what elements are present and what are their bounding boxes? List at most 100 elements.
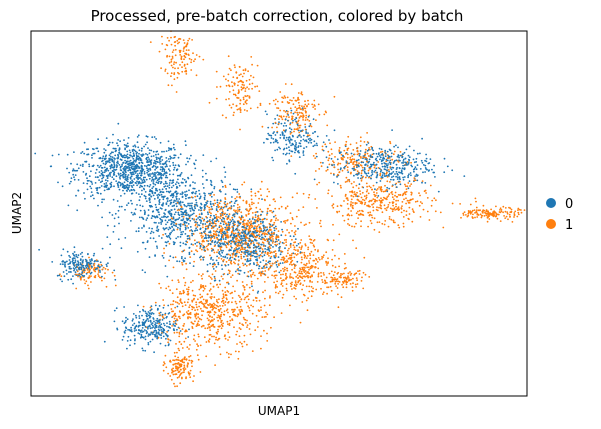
scatter-point-batch-0 xyxy=(147,156,150,159)
scatter-point-batch-0 xyxy=(180,231,183,234)
scatter-point-batch-1 xyxy=(375,189,378,192)
scatter-point-batch-0 xyxy=(157,211,160,214)
scatter-point-batch-0 xyxy=(174,211,177,214)
scatter-point-batch-1 xyxy=(347,218,350,221)
scatter-point-batch-1 xyxy=(421,202,423,205)
scatter-point-batch-1 xyxy=(178,341,181,343)
scatter-point-batch-0 xyxy=(138,216,141,219)
scatter-point-batch-1 xyxy=(205,239,208,242)
scatter-point-batch-1 xyxy=(263,316,266,318)
scatter-point-batch-1 xyxy=(386,157,389,160)
scatter-point-batch-1 xyxy=(210,222,213,225)
scatter-point-batch-1 xyxy=(411,208,414,211)
scatter-point-batch-1 xyxy=(195,223,197,226)
scatter-point-batch-0 xyxy=(191,234,194,237)
scatter-point-batch-1 xyxy=(350,161,352,164)
scatter-point-batch-0 xyxy=(305,146,308,148)
scatter-point-batch-1 xyxy=(161,315,164,318)
scatter-point-batch-1 xyxy=(195,312,198,315)
scatter-point-batch-1 xyxy=(88,264,91,267)
scatter-point-batch-1 xyxy=(247,271,250,273)
scatter-point-batch-1 xyxy=(287,110,289,113)
scatter-point-batch-0 xyxy=(259,261,262,263)
scatter-point-batch-1 xyxy=(312,155,315,157)
scatter-point-batch-1 xyxy=(199,307,202,310)
scatter-point-batch-0 xyxy=(262,265,265,268)
scatter-point-batch-0 xyxy=(195,199,197,202)
scatter-point-batch-0 xyxy=(164,165,167,168)
scatter-point-batch-0 xyxy=(157,326,160,328)
scatter-point-batch-1 xyxy=(233,248,236,250)
scatter-point-batch-1 xyxy=(252,202,255,205)
scatter-point-batch-1 xyxy=(250,226,253,229)
scatter-point-batch-0 xyxy=(207,213,210,216)
scatter-point-batch-0 xyxy=(102,162,105,165)
scatter-point-batch-1 xyxy=(197,333,200,336)
scatter-point-batch-1 xyxy=(204,302,207,305)
scatter-point-batch-0 xyxy=(120,247,123,250)
scatter-point-batch-0 xyxy=(401,155,404,158)
scatter-point-batch-1 xyxy=(345,283,348,286)
scatter-point-batch-0 xyxy=(124,176,126,179)
scatter-point-batch-0 xyxy=(223,230,226,233)
scatter-point-batch-1 xyxy=(292,244,295,247)
scatter-point-batch-0 xyxy=(178,165,181,168)
scatter-point-batch-1 xyxy=(173,78,176,81)
scatter-point-batch-1 xyxy=(185,358,188,361)
scatter-point-batch-1 xyxy=(183,313,186,316)
scatter-point-batch-0 xyxy=(112,178,115,181)
scatter-point-batch-1 xyxy=(289,107,292,110)
scatter-point-batch-0 xyxy=(357,159,360,161)
scatter-point-batch-1 xyxy=(279,290,281,293)
scatter-point-batch-0 xyxy=(366,149,369,152)
scatter-point-batch-0 xyxy=(399,159,401,162)
scatter-point-batch-0 xyxy=(244,253,247,256)
scatter-point-batch-0 xyxy=(378,147,381,150)
scatter-point-batch-0 xyxy=(343,166,345,169)
scatter-point-batch-1 xyxy=(307,103,310,105)
scatter-point-batch-0 xyxy=(171,226,174,228)
scatter-point-batch-1 xyxy=(177,359,179,361)
scatter-point-batch-0 xyxy=(131,186,134,189)
scatter-point-batch-0 xyxy=(125,144,128,147)
scatter-point-batch-0 xyxy=(145,178,148,181)
scatter-point-batch-0 xyxy=(156,320,159,323)
scatter-point-batch-0 xyxy=(300,136,302,138)
scatter-point-batch-1 xyxy=(314,266,316,268)
scatter-point-batch-1 xyxy=(248,205,251,208)
scatter-point-batch-0 xyxy=(193,253,196,256)
scatter-point-batch-0 xyxy=(305,140,308,143)
scatter-point-batch-1 xyxy=(179,51,182,53)
scatter-point-batch-0 xyxy=(212,259,214,261)
scatter-point-batch-0 xyxy=(171,205,174,208)
scatter-point-batch-1 xyxy=(213,199,216,202)
scatter-point-batch-1 xyxy=(227,207,230,210)
scatter-point-batch-0 xyxy=(216,201,219,204)
chart-title: Processed, pre-batch correction, colored… xyxy=(91,7,464,25)
scatter-point-batch-1 xyxy=(241,228,244,231)
scatter-point-batch-1 xyxy=(217,206,220,209)
scatter-point-batch-0 xyxy=(141,189,143,192)
scatter-point-batch-0 xyxy=(99,265,101,268)
scatter-point-batch-0 xyxy=(83,267,86,270)
scatter-point-batch-0 xyxy=(192,181,194,184)
scatter-point-batch-1 xyxy=(236,76,239,79)
scatter-point-batch-1 xyxy=(292,97,295,99)
scatter-point-batch-1 xyxy=(509,211,512,214)
scatter-point-batch-1 xyxy=(209,276,212,279)
scatter-point-batch-1 xyxy=(238,300,241,303)
scatter-point-batch-0 xyxy=(234,228,237,231)
scatter-point-batch-0 xyxy=(204,228,207,231)
scatter-point-batch-1 xyxy=(513,216,515,218)
scatter-point-batch-0 xyxy=(145,153,147,155)
scatter-point-batch-0 xyxy=(147,209,150,211)
scatter-point-batch-0 xyxy=(224,226,227,229)
scatter-point-batch-0 xyxy=(253,227,256,230)
scatter-point-batch-0 xyxy=(174,164,177,167)
scatter-point-batch-0 xyxy=(131,324,134,326)
scatter-point-batch-1 xyxy=(171,369,174,372)
scatter-point-batch-0 xyxy=(147,214,150,217)
scatter-point-batch-1 xyxy=(235,333,238,336)
scatter-point-batch-0 xyxy=(167,147,170,149)
scatter-point-batch-0 xyxy=(140,154,143,156)
